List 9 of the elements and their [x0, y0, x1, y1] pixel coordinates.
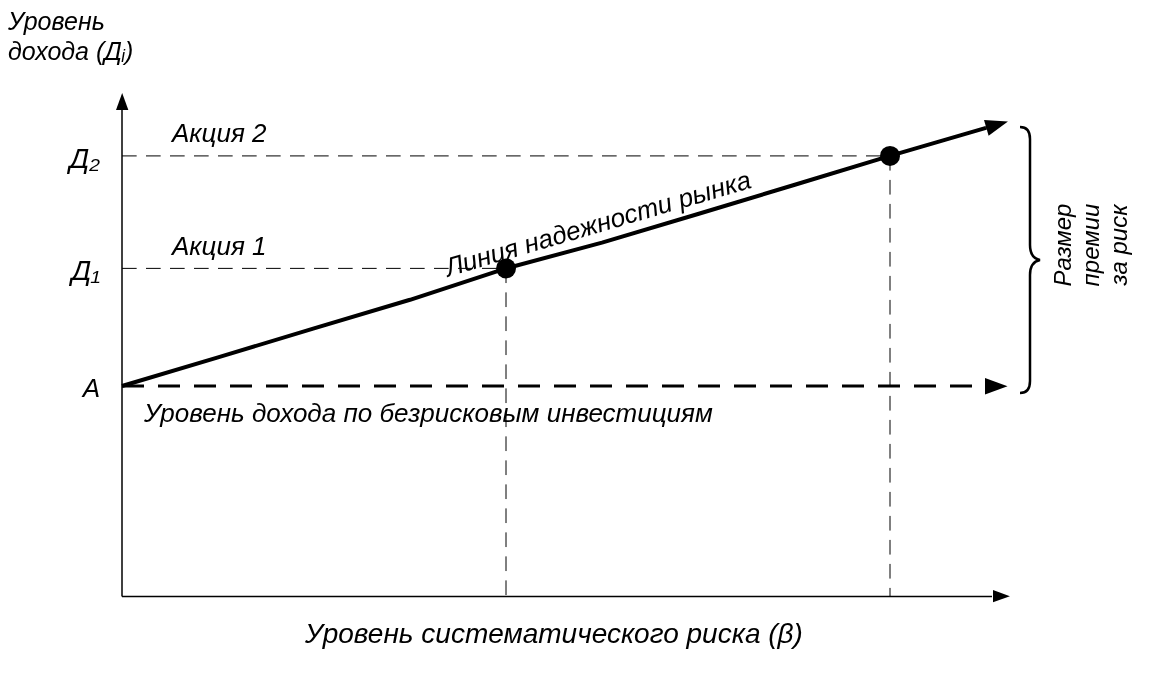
annotation: Акция 2: [170, 118, 268, 149]
x-axis-title: Уровень систематического риска (β): [304, 618, 803, 649]
text: Размер премии за риск: [1049, 202, 1133, 289]
y-axis-title: Уровень дохода (Дᵢ): [8, 6, 134, 66]
series-label: Уровень дохода по безрисковым инвестициям: [143, 398, 713, 429]
text: A: [80, 373, 100, 404]
ref-line-label: Д₁: [68, 255, 101, 287]
annotation: Акция 1: [170, 230, 267, 261]
ref-line-label: Д₂: [66, 142, 101, 174]
